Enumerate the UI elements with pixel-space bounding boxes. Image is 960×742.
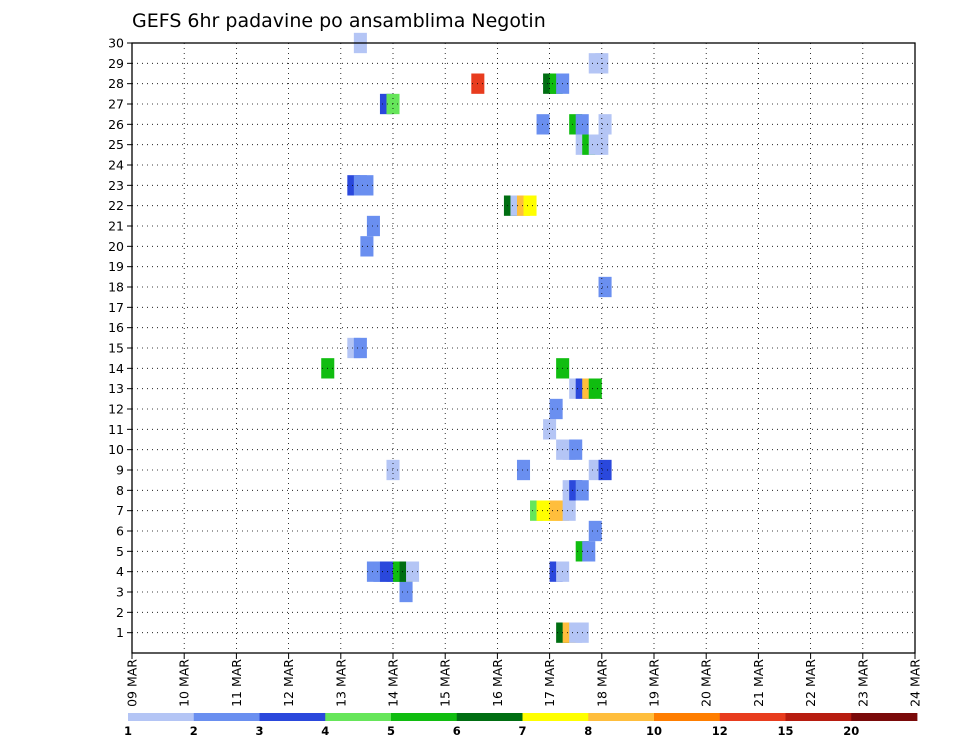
- colorbar-label: 10: [646, 724, 662, 738]
- colorbar-swatch: [719, 713, 786, 721]
- y-tick-label: 11: [108, 422, 124, 437]
- y-tick-label: 25: [108, 137, 124, 152]
- colorbar-swatch: [785, 713, 852, 721]
- colorbar-label: 12: [712, 724, 728, 738]
- x-tick-label: 16 MAR: [490, 659, 505, 707]
- y-tick-label: 4: [116, 564, 124, 579]
- colorbar-swatch: [456, 713, 523, 721]
- colorbar-swatch: [259, 713, 326, 721]
- heatmap-cell: [588, 520, 602, 542]
- x-tick-label: 10 MAR: [177, 659, 192, 707]
- heatmap-cells: [321, 32, 612, 643]
- y-tick-label: 28: [108, 76, 124, 91]
- y-tick-label: 16: [108, 320, 124, 335]
- y-tick-label: 13: [108, 381, 124, 396]
- y-tick-label: 21: [108, 219, 124, 234]
- colorbar: 1 2 3 4 5 6 7 8 10 12 15 20: [124, 713, 918, 738]
- heatmap-cell: [598, 276, 612, 298]
- heatmap-cell: [366, 215, 380, 237]
- heatmap-cell: [588, 459, 602, 481]
- colorbar-swatch: [325, 713, 392, 721]
- y-tick-label: 18: [108, 280, 124, 295]
- colorbar-swatch: [193, 713, 260, 721]
- x-tick-label: 15 MAR: [438, 659, 453, 707]
- colorbar-swatch: [522, 713, 589, 721]
- x-tick-label: 14 MAR: [386, 659, 401, 707]
- colorbar-label: 2: [190, 724, 198, 738]
- y-tick-label: 23: [108, 178, 124, 193]
- heatmap-cell: [582, 541, 596, 562]
- y-tick-label: 10: [108, 442, 124, 457]
- y-tick-label: 24: [108, 158, 124, 173]
- y-tick-label: 15: [108, 341, 124, 356]
- y-tick-label: 1: [116, 625, 124, 640]
- x-tick-label: 13 MAR: [333, 659, 348, 707]
- heatmap-cell: [399, 581, 413, 603]
- y-tick-label: 3: [116, 585, 124, 600]
- colorbar-swatch: [851, 713, 918, 721]
- y-tick-label: 26: [108, 117, 124, 132]
- x-tick-label: 11 MAR: [229, 659, 244, 707]
- x-tick-label: 19 MAR: [647, 659, 662, 707]
- y-tick-label: 8: [116, 483, 124, 498]
- colorbar-label: 15: [777, 724, 793, 738]
- colorbar-swatch: [654, 713, 721, 721]
- x-tick-label: 20 MAR: [699, 659, 714, 707]
- y-tick-label: 22: [108, 198, 124, 213]
- x-tick-label: 18 MAR: [594, 659, 609, 707]
- y-tick-label: 30: [108, 36, 124, 51]
- plot-frame: [131, 42, 916, 654]
- y-tick-label: 17: [108, 300, 124, 315]
- heatmap-cell: [516, 459, 531, 481]
- x-axis: 09 MAR 10 MAR 11 MAR 12 MAR 13 MAR 14 MAR 15 M…: [125, 653, 923, 707]
- colorbar-swatch: [391, 713, 458, 721]
- colorbar-swatch: [128, 713, 195, 721]
- heatmap-cell: [569, 439, 583, 460]
- y-tick-label: 14: [108, 361, 124, 376]
- heatmap-cell: [598, 114, 612, 135]
- colorbar-label: 5: [387, 724, 395, 738]
- y-tick-label: 20: [108, 239, 124, 254]
- x-tick-label: 23 MAR: [855, 659, 870, 707]
- heatmap-cell: [523, 195, 537, 216]
- y-tick-label: 29: [108, 56, 124, 71]
- heatmap-cell: [598, 459, 612, 481]
- y-tick-label: 2: [116, 605, 124, 620]
- y-tick-label: 9: [116, 463, 124, 478]
- x-tick-label: 12 MAR: [281, 659, 296, 707]
- x-tick-label: 17 MAR: [542, 659, 557, 707]
- colorbar-label: 1: [124, 724, 132, 738]
- colorbar-label: 3: [255, 724, 263, 738]
- colorbar-label: 8: [584, 724, 592, 738]
- heatmap-cell: [536, 114, 550, 135]
- heatmap-cell: [360, 236, 374, 257]
- heatmap-cell: [360, 175, 374, 196]
- heatmap-cell: [353, 337, 367, 359]
- grid-lines: [132, 42, 915, 653]
- x-tick-label: 21 MAR: [751, 659, 766, 707]
- colorbar-label: 7: [518, 724, 526, 738]
- heatmap-cell: [588, 378, 602, 399]
- x-tick-label: 09 MAR: [125, 659, 140, 707]
- colorbar-swatch: [588, 713, 655, 721]
- heatmap-cell: [543, 419, 557, 440]
- y-tick-label: 27: [108, 97, 124, 112]
- colorbar-label: 6: [453, 724, 461, 738]
- x-tick-label: 24 MAR: [908, 659, 923, 707]
- chart-title: GEFS 6hr padavine po ansamblima Negotin: [132, 10, 546, 32]
- y-tick-label: 7: [116, 503, 124, 518]
- y-tick-label: 12: [108, 402, 124, 417]
- y-axis: 1234567891011121314151617181920212223242…: [108, 36, 132, 640]
- heatmap-cell: [386, 459, 400, 481]
- y-tick-label: 6: [116, 524, 124, 539]
- heatmap-cell: [595, 134, 609, 155]
- colorbar-label: 4: [321, 724, 329, 738]
- y-tick-label: 19: [108, 259, 124, 274]
- x-tick-label: 22 MAR: [803, 659, 818, 707]
- y-tick-label: 5: [116, 544, 124, 559]
- heatmap-cell: [562, 500, 576, 521]
- heatmap-cell: [549, 398, 563, 420]
- colorbar-label: 20: [843, 724, 859, 738]
